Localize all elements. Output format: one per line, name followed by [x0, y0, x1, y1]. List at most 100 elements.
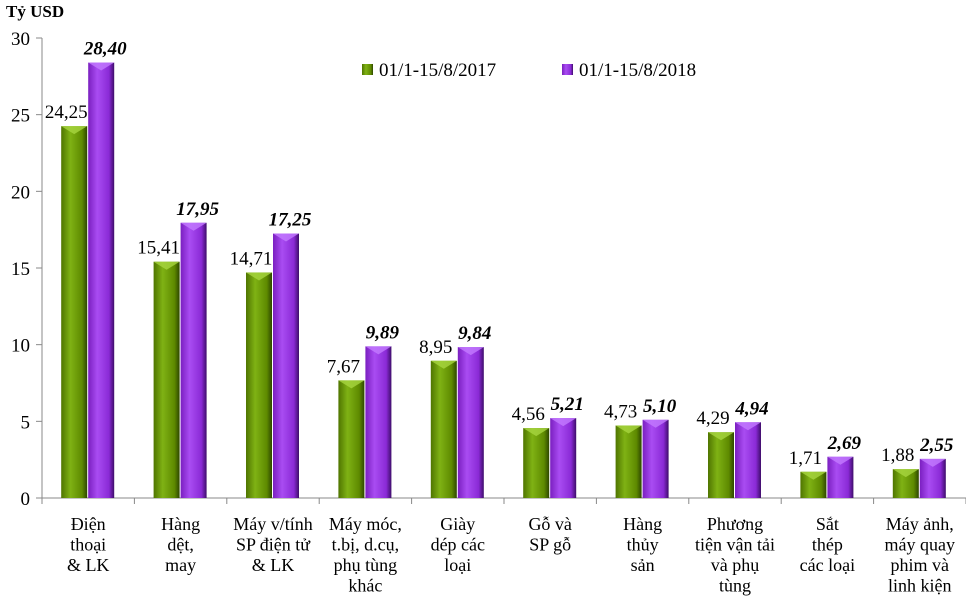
- y-tick-label: 15: [11, 259, 30, 280]
- x-tick-label: SP điện tử: [236, 535, 311, 555]
- data-label: 2,55: [919, 435, 954, 456]
- legend-swatch: [362, 64, 373, 75]
- y-tick-label: 5: [21, 412, 31, 433]
- data-label: 17,25: [269, 210, 312, 231]
- bar: [457, 347, 484, 498]
- bar: [430, 360, 457, 498]
- x-tick-label: và phụ: [711, 555, 760, 575]
- x-tick-label: loại: [444, 555, 471, 575]
- x-tick-label: tiện vận tải: [695, 535, 775, 555]
- x-tick-label: & LK: [67, 555, 110, 575]
- bar: [273, 233, 299, 498]
- bar-top-highlight: [457, 347, 484, 356]
- data-label: 15,41: [137, 238, 180, 259]
- bar: [615, 425, 642, 498]
- bar: [735, 422, 761, 498]
- bar-top-highlight: [735, 422, 761, 431]
- x-tick-label: Gỗ và: [528, 514, 572, 534]
- legend-swatch: [562, 64, 573, 75]
- data-label: 4,73: [604, 401, 637, 422]
- bar-top-highlight: [273, 233, 299, 242]
- x-tick-label: linh kiện: [888, 576, 952, 596]
- bar: [88, 62, 115, 499]
- x-tick-label: Hàng: [623, 514, 662, 534]
- x-tick-label: dệt,: [167, 535, 194, 555]
- x-tick-label: thoại: [70, 535, 106, 555]
- x-tick-label: sản: [631, 555, 655, 575]
- data-label: 7,67: [327, 356, 360, 377]
- x-tick-label: phim và: [891, 555, 950, 575]
- bar-top-highlight: [550, 418, 577, 427]
- x-tick-label: tùng: [719, 576, 751, 596]
- bar: [338, 380, 365, 498]
- y-tick-label: 10: [11, 336, 30, 357]
- bar: [708, 432, 734, 498]
- bar: [523, 428, 550, 498]
- x-tick-label: khác: [348, 576, 382, 596]
- legend: 01/1-15/8/2017 01/1-15/8/2018: [362, 60, 696, 81]
- x-tick-label: Máy móc,: [329, 514, 402, 534]
- x-tick-label: phụ tùng: [334, 555, 398, 575]
- bar: [642, 419, 669, 498]
- data-label: 17,95: [176, 199, 219, 220]
- bar: [153, 261, 180, 498]
- y-tick-label: 0: [21, 489, 31, 510]
- y-tick-label: 20: [11, 182, 30, 203]
- legend-label: 01/1-15/8/2018: [579, 60, 696, 81]
- bar: [180, 222, 207, 498]
- data-label: 8,95: [419, 337, 452, 358]
- x-tick-label: Máy ảnh,: [886, 514, 954, 534]
- x-tick-label: & LK: [252, 555, 295, 575]
- bar-top-highlight: [615, 425, 642, 434]
- data-label: 4,29: [696, 408, 729, 429]
- x-tick-label: máy quay: [885, 535, 955, 555]
- data-label: 28,40: [83, 39, 127, 60]
- bar-top-highlight: [153, 261, 180, 270]
- bar-top-highlight: [892, 469, 919, 478]
- data-label: 5,10: [643, 396, 677, 417]
- bar-top-highlight: [919, 458, 946, 467]
- bar-top-highlight: [180, 222, 207, 231]
- x-tick-label: thép: [812, 535, 843, 555]
- bar-top-highlight: [523, 428, 550, 437]
- legend-label: 01/1-15/8/2017: [379, 60, 496, 81]
- x-tick-label: SP gỗ: [529, 535, 571, 555]
- bar-top-highlight: [246, 272, 272, 281]
- x-tick-label: t.bị, d.cụ,: [332, 535, 400, 555]
- data-label: 5,21: [551, 394, 584, 415]
- data-label: 9,84: [458, 323, 491, 344]
- bar-top-highlight: [338, 380, 365, 389]
- data-label: 24,25: [45, 102, 88, 123]
- data-label: 4,94: [734, 398, 768, 419]
- bar: [365, 346, 392, 498]
- data-label: 1,88: [881, 445, 914, 466]
- data-label: 4,56: [512, 404, 545, 425]
- x-tick-label: Phương: [707, 514, 763, 534]
- bar: [246, 272, 272, 498]
- x-tick-label: Điện: [71, 514, 106, 534]
- bar-top-highlight: [827, 456, 854, 465]
- bar: [61, 126, 88, 499]
- data-label: 9,89: [366, 322, 400, 343]
- bar-top-highlight: [642, 419, 669, 428]
- bar-top-highlight: [365, 346, 392, 355]
- x-tick-label: Sắt: [816, 514, 839, 534]
- bar: [550, 418, 577, 498]
- data-label: 14,71: [230, 248, 273, 269]
- data-label: 1,71: [789, 448, 822, 469]
- data-label: 2,69: [827, 433, 862, 454]
- x-tick-label: thủy: [627, 535, 659, 555]
- x-tick-label: Hàng: [161, 514, 200, 534]
- x-tick-label: may: [165, 555, 196, 575]
- x-tick-label: dép các: [431, 535, 485, 555]
- bar-top-highlight: [88, 62, 115, 71]
- bar-top-highlight: [61, 126, 88, 135]
- bar-top-highlight: [430, 360, 457, 369]
- bar-top-highlight: [800, 471, 827, 480]
- y-tick-label: 25: [11, 106, 30, 127]
- bar-top-highlight: [708, 432, 734, 441]
- y-axis-label: Tỷ USD: [6, 2, 64, 21]
- x-tick-label: các loại: [800, 555, 855, 575]
- x-tick-label: Máy v/tính: [233, 514, 313, 534]
